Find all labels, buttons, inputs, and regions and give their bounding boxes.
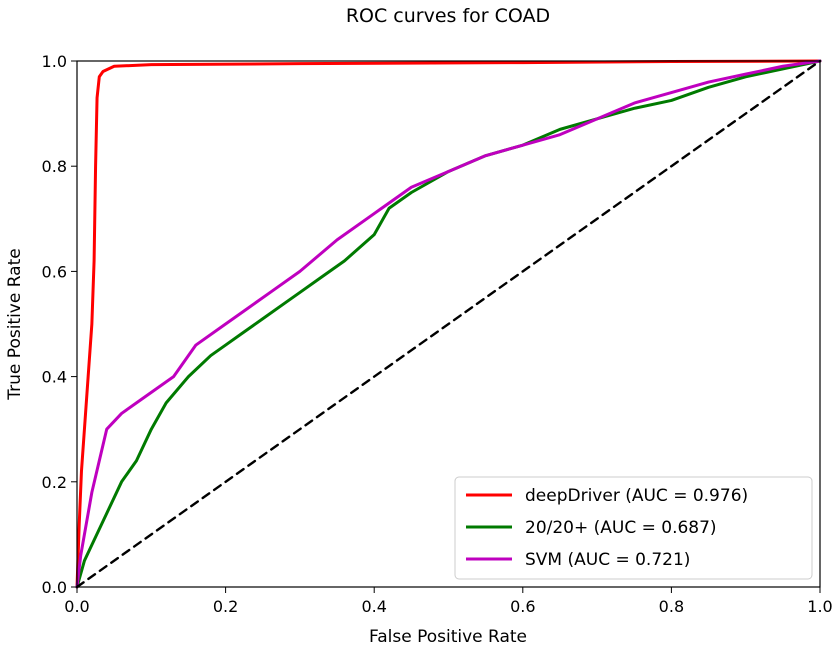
legend-label: deepDriver (AUC = 0.976)	[525, 486, 748, 506]
legend-label: SVM (AUC = 0.721)	[525, 550, 690, 570]
y-axis: 0.0 0.2 0.4 0.6 0.8 1.0	[42, 52, 77, 597]
y-tick-label: 0.6	[42, 262, 67, 281]
legend-label: 20/20+ (AUC = 0.687)	[525, 518, 717, 538]
series-line-2	[75, 59, 822, 589]
y-axis-label: True Positive Rate	[5, 248, 25, 400]
legend: deepDriver (AUC = 0.976) 20/20+ (AUC = 0.…	[454, 476, 813, 580]
y-tick-label: 0.8	[42, 157, 67, 176]
x-tick-label: 1.0	[807, 597, 832, 616]
legend-box	[454, 476, 813, 580]
plot-frame	[76, 60, 821, 588]
series-line-1	[75, 59, 822, 589]
x-tick-label: 0.8	[659, 597, 684, 616]
series-layer	[75, 59, 822, 589]
x-tick-label: 0.2	[213, 597, 238, 616]
chance-diagonal-line	[75, 59, 822, 589]
chart-title: ROC curves for COAD	[346, 5, 550, 27]
x-tick-label: 0.4	[361, 597, 386, 616]
x-axis: 0.0 0.2 0.4 0.6 0.8 1.0	[64, 587, 833, 616]
x-axis-label: False Positive Rate	[369, 627, 527, 647]
y-tick-label: 0.2	[42, 473, 67, 492]
y-tick-label: 1.0	[42, 52, 67, 71]
y-tick-label: 0.0	[42, 578, 67, 597]
x-tick-label: 0.0	[64, 597, 89, 616]
y-tick-label: 0.4	[42, 368, 67, 387]
x-tick-label: 0.6	[510, 597, 535, 616]
series-line-0	[75, 59, 822, 589]
